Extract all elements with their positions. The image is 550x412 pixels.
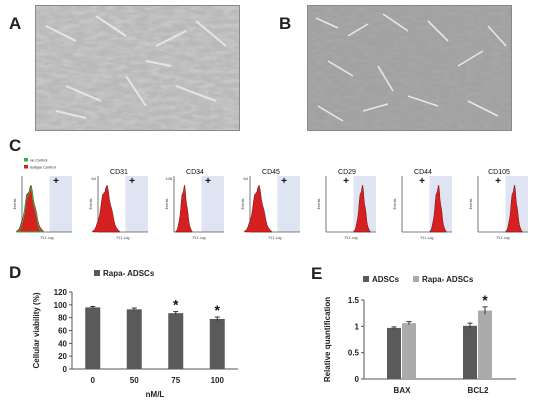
y-tick-label: 0: [355, 375, 360, 384]
bar: [126, 309, 142, 369]
micrograph-b-image: [308, 6, 511, 130]
x-axis-title: FL1 Log: [497, 236, 510, 240]
positivity-plus: +: [419, 176, 425, 187]
bar: [168, 313, 184, 369]
bar: [387, 327, 401, 379]
histogram-peak: [175, 184, 193, 233]
control-outline: [16, 186, 44, 233]
bar: [463, 325, 477, 379]
histogram-peak: [353, 184, 371, 233]
panel-letter-b: B: [279, 14, 292, 33]
x-axis-title: FL1 Log: [421, 236, 434, 240]
y-tick-label: 1.5: [348, 296, 360, 305]
x-axis-title: FL1 Log: [269, 236, 282, 240]
x-tick-label: 75: [171, 376, 180, 385]
y-tick-label: 40: [58, 339, 67, 348]
gate-region: [201, 176, 224, 232]
positivity-plus: +: [495, 176, 501, 187]
x-tick-label: 0: [91, 376, 96, 385]
gate-region: [49, 176, 72, 232]
x-axis-title: FL1 Log: [117, 236, 130, 240]
bar: [85, 307, 101, 369]
y-max-label: 128: [165, 176, 172, 181]
panel-letter-c: C: [9, 136, 22, 155]
y-axis-title: Cellular viability (%): [32, 292, 41, 368]
significance-marker: *: [173, 297, 179, 313]
legend-label: ADSCs: [372, 275, 400, 284]
histogram-peak: [244, 184, 272, 233]
y-axis-title: Events: [13, 198, 17, 209]
y-tick-label: 80: [58, 314, 67, 323]
x-tick-label: 50: [130, 376, 139, 385]
x-axis-title: nM/L: [146, 390, 165, 399]
panel-letter-a: A: [9, 14, 22, 33]
marker-label: CD34: [186, 169, 204, 176]
x-axis-title: FL1 Log: [345, 236, 358, 240]
micrograph-a: [35, 5, 240, 131]
significance-marker: *: [482, 292, 488, 308]
legend-swatch: [24, 165, 28, 169]
legend-label: Isotype Control: [30, 165, 56, 169]
y-tick-label: 0.5: [348, 349, 360, 358]
bar: [478, 310, 492, 379]
micrograph-a-image: [36, 6, 239, 130]
gate-region: [277, 176, 300, 232]
legend-label: Rapa- ADSCs: [103, 269, 155, 278]
x-tick-label: BAX: [394, 386, 412, 395]
legend-label: Rapa- ADSCs: [422, 275, 474, 284]
micrograph-b: [307, 5, 512, 131]
positivity-plus: +: [281, 176, 287, 187]
viability-bar-chart: 0 20 40 60 80 100 120 Cellular viability (%) 0 50…: [32, 269, 238, 399]
histogram-peak: [429, 184, 447, 233]
legend-swatch: [24, 158, 28, 162]
y-tick-label: 60: [58, 327, 67, 336]
legend-label: ve Control: [30, 158, 47, 162]
legend-swatch: [94, 270, 100, 276]
histogram-peak: [505, 184, 523, 233]
x-tick-label: 100: [211, 376, 225, 385]
y-axis-title: Events: [241, 198, 245, 209]
legend-swatch: [363, 276, 369, 282]
y-tick-label: 100: [54, 301, 68, 310]
histogram-peak: [92, 184, 120, 233]
quantification-bar-chart: 0 0.5 1 1.5 Relative quantification BAX * BCL2 A…: [323, 275, 516, 395]
marker-label: CD44: [414, 169, 432, 176]
positivity-plus: +: [205, 176, 211, 187]
y-axis-title: Events: [393, 198, 397, 209]
significance-marker: *: [215, 302, 221, 318]
y-tick-label: 1: [355, 322, 360, 331]
bar: [209, 318, 225, 369]
marker-label: CD29: [338, 169, 356, 176]
y-tick-label: 0: [63, 365, 68, 374]
panel-letter-e: E: [311, 264, 323, 283]
positivity-plus: +: [53, 176, 59, 187]
marker-label: CD45: [262, 169, 280, 176]
y-axis-title: Events: [165, 198, 169, 209]
positivity-plus: +: [343, 176, 349, 187]
panel-letter-d: D: [9, 263, 22, 282]
y-tick-label: 20: [58, 352, 67, 361]
x-tick-label: BCL2: [468, 386, 489, 395]
gate-region: [125, 176, 148, 232]
bar: [402, 323, 416, 379]
marker-label: CD31: [110, 169, 128, 176]
y-axis-title: Relative quantification: [323, 297, 332, 382]
y-max-label: 64: [244, 176, 249, 181]
marker-label: CD105: [488, 169, 510, 176]
legend-swatch: [413, 276, 419, 282]
y-max-label: 64: [92, 176, 97, 181]
x-axis-title: FL1 Log: [193, 236, 206, 240]
y-axis-title: Events: [317, 198, 321, 209]
positivity-plus: +: [129, 176, 135, 187]
y-axis-title: Events: [89, 198, 93, 209]
y-axis-title: Events: [469, 198, 473, 209]
y-tick-label: 120: [54, 288, 68, 297]
x-axis-title: FL1 Log: [41, 236, 54, 240]
